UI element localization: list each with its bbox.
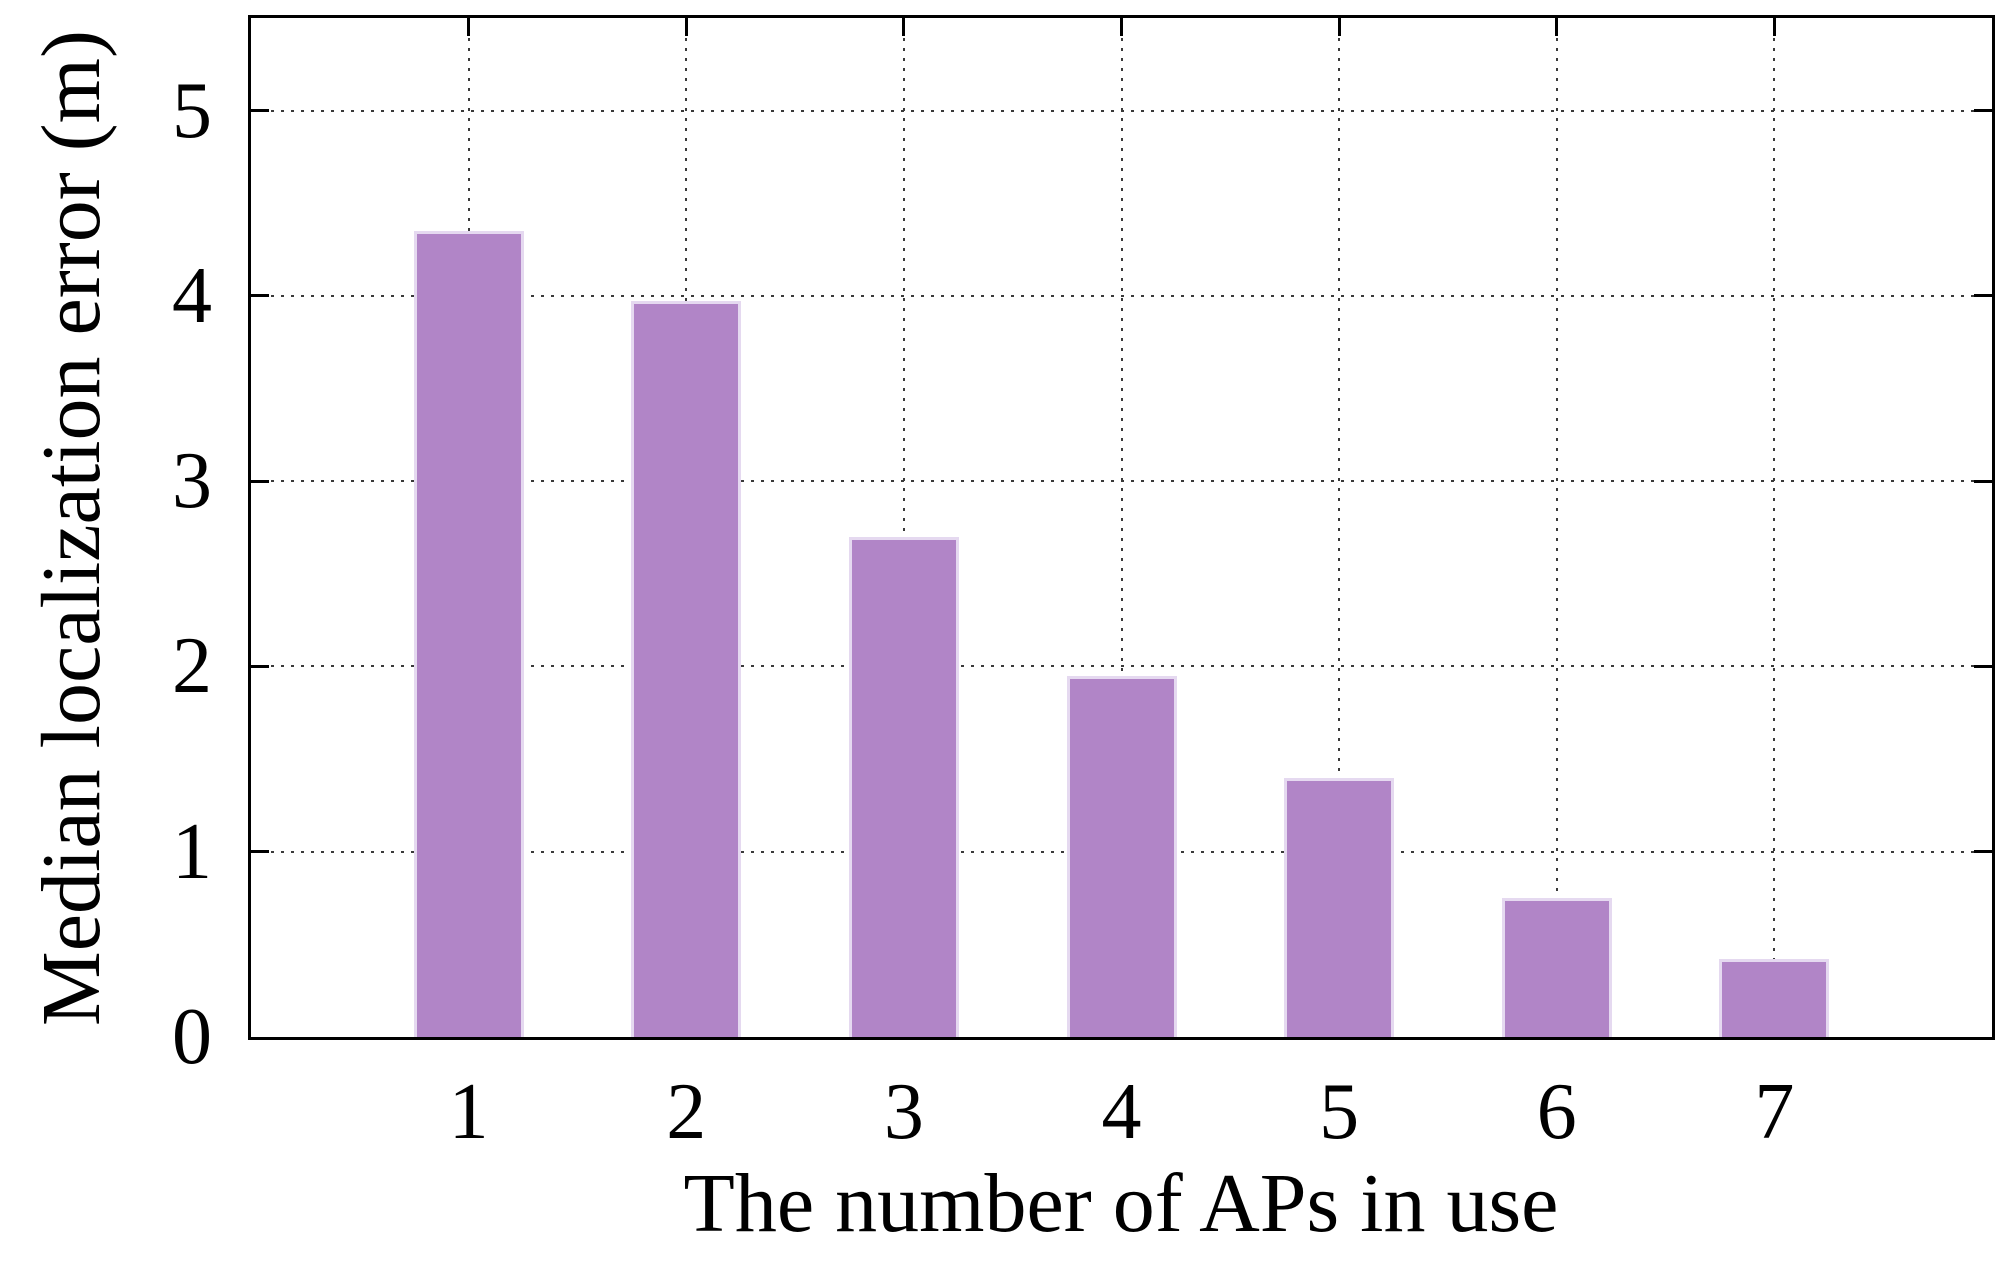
y-tick-right (1974, 850, 1992, 854)
y-tick-label: 4 (172, 251, 212, 340)
x-gridline (902, 18, 905, 1037)
bar-ap-2 (631, 301, 742, 1037)
x-gridline (1338, 18, 1341, 1037)
x-tick-top (902, 18, 906, 36)
bar-ap-1 (413, 231, 524, 1037)
x-tick-top (1772, 18, 1776, 36)
y-tick-left (251, 479, 269, 483)
x-tick-label: 7 (1754, 1068, 1795, 1156)
y-tick-label: 5 (172, 66, 212, 155)
x-gridline (1120, 18, 1123, 1037)
bar-ap-6 (1501, 898, 1612, 1037)
x-tick-label: 2 (666, 1068, 707, 1156)
x-gridline (1555, 18, 1558, 1037)
y-tick-right (1974, 479, 1992, 483)
x-tick-label: 5 (1319, 1068, 1360, 1156)
y-tick-left (251, 294, 269, 298)
x-tick-label: 4 (1101, 1068, 1142, 1156)
y-tick-left (251, 109, 269, 113)
bar-ap-3 (848, 536, 959, 1037)
x-tick-top (1337, 18, 1341, 36)
y-tick-label: 1 (172, 807, 212, 896)
x-tick-label: 1 (448, 1068, 489, 1156)
y-tick-left (251, 850, 269, 854)
x-axis-title: The number of APs in use (683, 1157, 1559, 1250)
bar-ap-7 (1719, 959, 1830, 1037)
x-tick-top (467, 18, 471, 36)
bar-ap-5 (1284, 777, 1395, 1037)
x-tick-top (684, 18, 688, 36)
y-tick-right (1974, 664, 1992, 668)
x-tick-label: 3 (883, 1068, 924, 1156)
y-axis-title: Median localization error (m) (25, 30, 118, 1026)
plot-area (248, 15, 1995, 1040)
x-tick-top (1555, 18, 1559, 36)
y-tick-label: 2 (172, 622, 212, 711)
y-tick-right (1974, 109, 1992, 113)
bar-ap-4 (1066, 675, 1177, 1037)
x-tick-top (1120, 18, 1123, 36)
y-tick-left (251, 664, 269, 668)
x-gridline (1773, 18, 1776, 1037)
y-tick-label: 0 (172, 993, 212, 1081)
x-tick-label: 6 (1536, 1068, 1577, 1156)
y-tick-right (1974, 294, 1992, 298)
y-tick-label: 3 (172, 437, 212, 526)
